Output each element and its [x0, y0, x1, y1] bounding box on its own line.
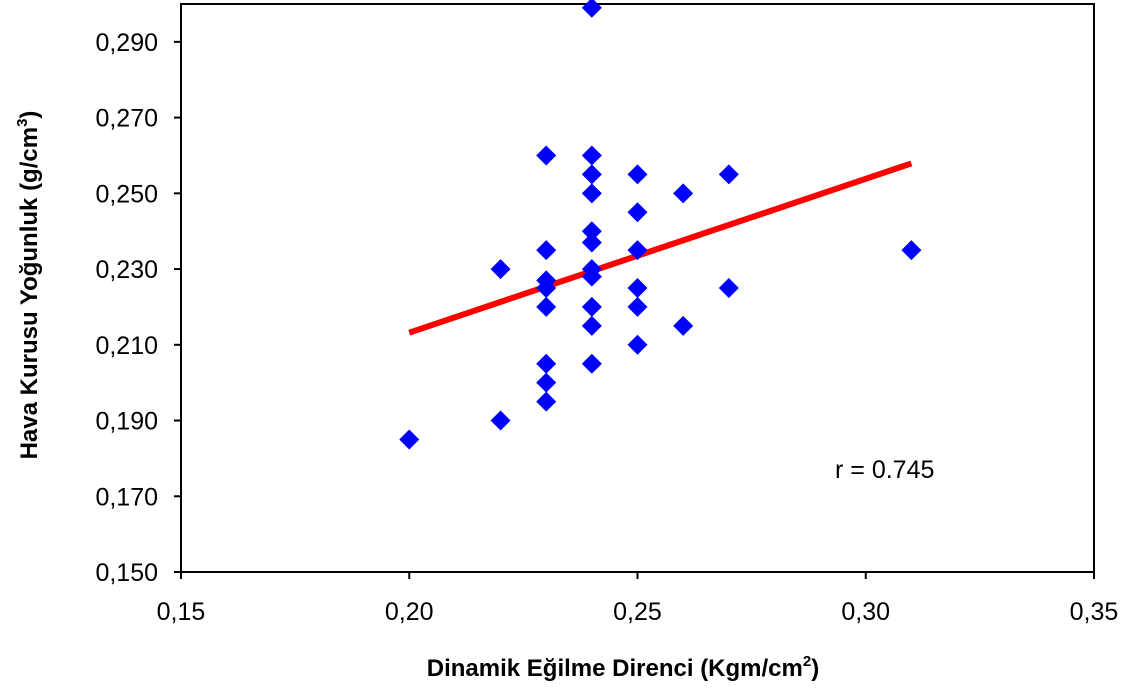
x-tick-label: 0,35 [1070, 598, 1119, 626]
x-tick-label: 0,30 [841, 598, 890, 626]
trendline [408, 160, 913, 336]
data-point [627, 202, 648, 223]
x-axis-title: Dinamik Eğilme Direnci (Kgm/cm2) [427, 653, 819, 682]
data-point [399, 429, 420, 450]
data-point [718, 278, 739, 298]
y-tick-label: 0,210 [95, 332, 158, 360]
data-point [490, 259, 511, 280]
data-point [581, 232, 602, 253]
data-point [581, 164, 602, 185]
data-point [490, 410, 511, 431]
x-tick-label: 0,20 [385, 598, 434, 626]
data-point [581, 221, 602, 242]
y-tick-label: 0,290 [95, 29, 158, 57]
data-points [399, 0, 922, 450]
data-point [627, 278, 648, 298]
data-point [581, 183, 602, 204]
x-tick-label: 0,15 [157, 598, 206, 626]
data-point [581, 353, 602, 374]
axis-ticks: 0,15 0,20 0,25 0,30 0,35 0,150 0,170 0,190 0,210… [95, 29, 1118, 626]
data-point [581, 145, 602, 166]
data-point [627, 240, 648, 261]
data-point [536, 145, 557, 166]
data-point [536, 296, 557, 317]
y-tick-label: 0,230 [95, 256, 158, 284]
data-point [581, 315, 602, 336]
y-tick-label: 0,190 [95, 408, 158, 436]
y-tick-label: 0,270 [95, 105, 158, 133]
data-point [627, 334, 648, 355]
data-point [536, 240, 557, 261]
y-tick-label: 0,150 [95, 559, 158, 587]
trendline-layer [408, 160, 913, 336]
data-point [673, 315, 694, 336]
data-point [536, 353, 557, 374]
data-point [718, 164, 739, 185]
data-point [627, 164, 648, 185]
y-axis-title: Hava Kurusu Yoğunluk (g/cm3) [14, 111, 43, 460]
data-point [536, 270, 557, 291]
correlation-annotation: r = 0.745 [835, 456, 934, 484]
y-tick-label: 0,250 [95, 180, 158, 208]
data-point [536, 372, 557, 393]
data-point [581, 259, 602, 280]
data-point [536, 391, 557, 412]
data-point [901, 240, 922, 261]
x-tick-label: 0,25 [613, 598, 662, 626]
data-point [581, 0, 602, 18]
data-point [673, 183, 694, 204]
y-tick-label: 0,170 [95, 483, 158, 511]
data-point [581, 296, 602, 317]
data-point [627, 296, 648, 317]
